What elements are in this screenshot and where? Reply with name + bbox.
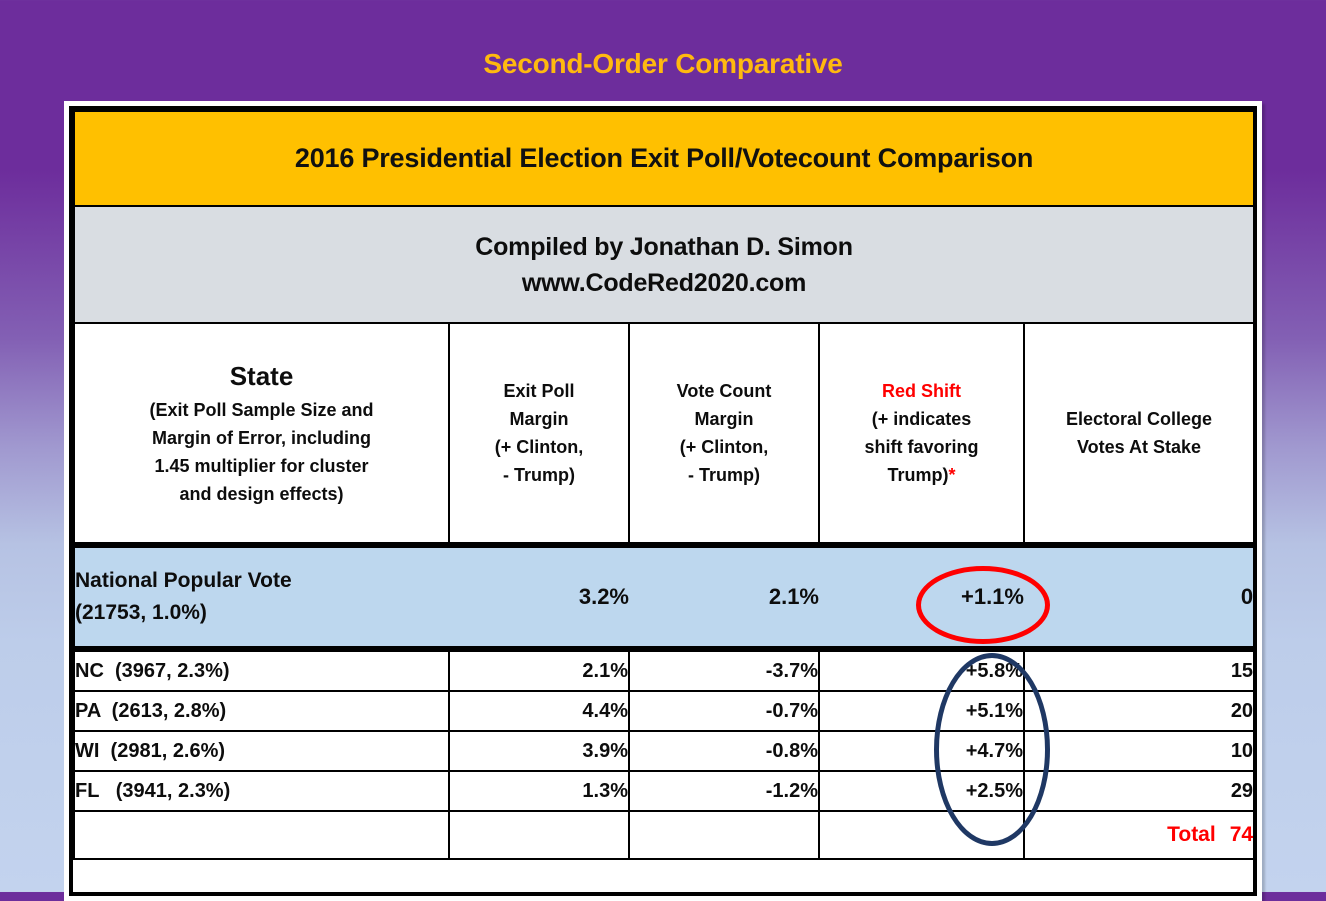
header-red-shift: Red Shift (+ indicates shift favoring Tr…	[818, 322, 1025, 546]
row-red-shift: +5.8%	[818, 648, 1025, 692]
header-exit-line4: - Trump)	[503, 465, 575, 485]
header-state-sub2: Margin of Error, including	[151, 427, 371, 448]
header-redshift-line4-wrap: Trump)*	[820, 461, 1023, 489]
total-blank-vote	[628, 810, 820, 860]
header-exit-line1: Exit Poll	[503, 381, 575, 401]
table-credit-row: Compiled by Jonathan D. Simon www.CodeRe…	[72, 205, 1256, 324]
national-vote-count-margin: 2.1%	[629, 542, 819, 652]
total-electoral-votes-cell: Total 74	[1022, 810, 1256, 860]
slide-title: Second-Order Comparative	[483, 48, 843, 79]
header-redshift-line3: shift favoring	[864, 437, 979, 457]
total-label: Total	[1167, 823, 1216, 846]
row-red-shift: +5.1%	[818, 690, 1025, 732]
header-redshift-line2: (+ indicates	[871, 409, 972, 429]
compiled-by-text: Compiled by Jonathan D. Simon	[475, 232, 853, 261]
header-exit-line3: (+ Clinton,	[494, 437, 584, 457]
row-electoral-votes: 29	[1022, 770, 1256, 812]
header-state-sub3: 1.45 multiplier for cluster	[154, 455, 369, 476]
header-redshift-line4: Trump)	[887, 465, 949, 485]
comparison-table-frame: 2016 Presidential Election Exit Poll/Vot…	[64, 101, 1262, 901]
national-red-shift: +1.1%	[819, 542, 1024, 652]
national-state-label: National Popular Vote (21753, 1.0%)	[73, 542, 449, 652]
row-electoral-votes: 20	[1022, 690, 1256, 732]
header-state-title: State	[229, 360, 294, 391]
table-row: PA (2613, 2.8%) 4.4% -0.7% +5.1% 20	[73, 690, 1256, 732]
header-vote-line2: Margin	[694, 409, 754, 429]
header-state-sub4: and design effects)	[179, 483, 344, 504]
row-electoral-votes: 10	[1022, 730, 1256, 772]
row-red-shift: +2.5%	[818, 770, 1025, 812]
total-blank-exit	[448, 810, 630, 860]
national-label-line2: (21753, 1.0%)	[75, 601, 207, 624]
header-state-sub1: (Exit Poll Sample Size and	[149, 399, 374, 420]
row-vote-count-margin: -1.2%	[628, 770, 820, 812]
row-exit-poll-margin: 1.3%	[448, 770, 630, 812]
row-exit-poll-margin: 2.1%	[448, 648, 630, 692]
header-exit-poll-margin: Exit Poll Margin (+ Clinton, - Trump)	[448, 322, 630, 546]
website-text: www.CodeRed2020.com	[521, 268, 807, 297]
row-exit-poll-margin: 3.9%	[448, 730, 630, 772]
row-exit-poll-margin: 4.4%	[448, 690, 630, 732]
row-vote-count-margin: -0.7%	[628, 690, 820, 732]
table-header-row: State (Exit Poll Sample Size and Margin …	[73, 322, 1256, 546]
header-redshift-asterisk: *	[948, 465, 956, 485]
row-electoral-votes: 15	[1022, 648, 1256, 692]
table-row: WI (2981, 2.6%) 3.9% -0.8% +4.7% 10	[73, 730, 1256, 772]
comparison-table: 2016 Presidential Election Exit Poll/Vot…	[72, 110, 1256, 860]
row-state: WI (2981, 2.6%)	[73, 730, 450, 772]
header-electoral-line1: Electoral College	[1066, 409, 1213, 429]
row-state: NC (3967, 2.3%)	[73, 648, 450, 692]
table-credit-cell: Compiled by Jonathan D. Simon www.CodeRe…	[72, 205, 1256, 324]
national-electoral-votes: 0	[1024, 542, 1256, 652]
table-banner-row: 2016 Presidential Election Exit Poll/Vot…	[72, 110, 1256, 207]
total-value: 74	[1229, 823, 1254, 846]
total-blank-state	[73, 810, 450, 860]
header-vote-count-margin: Vote Count Margin (+ Clinton, - Trump)	[628, 322, 820, 546]
national-popular-vote-row: National Popular Vote (21753, 1.0%) 3.2%…	[73, 542, 1256, 652]
comparison-table-inner: 2016 Presidential Election Exit Poll/Vot…	[69, 106, 1257, 896]
total-blank-shift	[818, 810, 1025, 860]
national-label-line1: National Popular Vote	[75, 569, 292, 592]
row-state: FL (3941, 2.3%)	[73, 770, 450, 812]
table-banner-title: 2016 Presidential Election Exit Poll/Vot…	[72, 110, 1256, 207]
header-vote-line1: Vote Count	[676, 381, 772, 401]
table-row: FL (3941, 2.3%) 1.3% -1.2% +2.5% 29	[73, 770, 1256, 812]
header-electoral-line2: Votes At Stake	[1077, 437, 1202, 457]
row-vote-count-margin: -0.8%	[628, 730, 820, 772]
header-exit-line2: Margin	[509, 409, 569, 429]
row-red-shift: +4.7%	[818, 730, 1025, 772]
header-redshift-line1: Red Shift	[882, 381, 961, 401]
table-row: NC (3967, 2.3%) 2.1% -3.7% +5.8% 15	[73, 648, 1256, 692]
table-total-row: Total 74	[73, 810, 1256, 860]
header-vote-line4: - Trump)	[688, 465, 760, 485]
header-vote-line3: (+ Clinton,	[679, 437, 769, 457]
national-exit-poll-margin: 3.2%	[449, 542, 629, 652]
header-electoral-college: Electoral College Votes At Stake	[1022, 322, 1256, 546]
header-state: State (Exit Poll Sample Size and Margin …	[73, 322, 450, 546]
row-state: PA (2613, 2.8%)	[73, 690, 450, 732]
row-vote-count-margin: -3.7%	[628, 648, 820, 692]
